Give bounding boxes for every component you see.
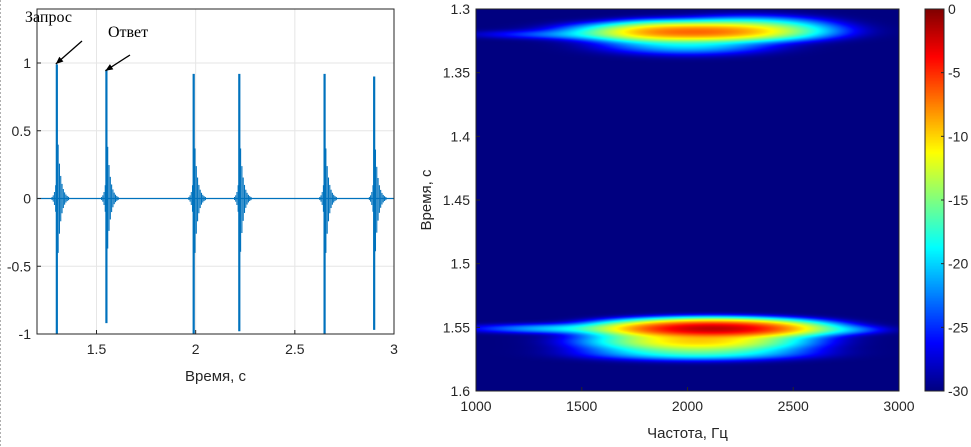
colorbar-tick-label: -10 xyxy=(948,128,968,144)
spectrogram-y-tick-label: 1.55 xyxy=(443,319,470,335)
spectrogram-y-ticks: 1.3 1.35 1.4 1.45 1.5 1.55 1.6 xyxy=(443,1,480,399)
waveform-x-axis-label: Время, с xyxy=(185,368,246,385)
waveform-annotations: Запрос Ответ xyxy=(25,9,148,72)
annotation-arrow-head xyxy=(55,56,64,64)
spectrogram-x-tick-label: 2500 xyxy=(778,398,809,414)
spectrogram-y-axis-label: Время, с xyxy=(418,169,435,230)
spectrogram-x-tick-label: 2000 xyxy=(672,398,703,414)
waveform-y-tick-label: 0 xyxy=(23,191,31,207)
waveform-x-tick-label: 3 xyxy=(390,341,398,357)
colorbar-tick-label: -20 xyxy=(948,256,968,272)
spectrogram-plot: 1000 1500 2000 2500 3000 1.31.351.41.451.51.… xyxy=(418,1,915,442)
waveform-x-tick-label: 1.5 xyxy=(87,341,107,357)
annotation-label: Ответ xyxy=(108,24,148,41)
waveform-pulse xyxy=(319,73,337,334)
annotation-label: Запрос xyxy=(25,9,72,26)
waveform-y-tick-label: -1 xyxy=(19,326,32,342)
spectrogram-x-tick-label: 1500 xyxy=(566,398,597,414)
colorbar-tick-label: -5 xyxy=(948,65,961,81)
colorbar-tick-label: -25 xyxy=(948,319,968,335)
spectrogram-y-tick-label: 1.6 xyxy=(451,383,471,399)
waveform-y-tick-label: 0.5 xyxy=(12,123,32,139)
spectrogram-y-tick-label: 1.3 xyxy=(451,1,471,17)
waveform-x-ticks: 1.5 2 2.5 3 xyxy=(87,330,398,357)
colorbar-tick-label: -30 xyxy=(948,383,968,399)
waveform-series xyxy=(51,64,387,334)
spectrogram-x-ticks: 1000 1500 2000 2500 3000 xyxy=(460,387,915,414)
colorbar-gradient xyxy=(925,9,944,391)
spectrogram-image xyxy=(476,9,899,391)
spectrogram-y-tick-label: 1.35 xyxy=(443,65,470,81)
waveform-plot: 1.5 2 2.5 3 1 0.5 0 -0.5 -1 Время, с Запрос Отве… xyxy=(7,8,398,385)
waveform-x-tick-label: 2 xyxy=(192,341,200,357)
waveform-y-tick-label: -0.5 xyxy=(7,258,31,274)
colorbar-tick-label: -15 xyxy=(948,192,968,208)
waveform-y-tick-label: 1 xyxy=(23,55,31,71)
spectrogram-y-tick-label: 1.45 xyxy=(443,192,470,208)
colorbar: 0 -5 -10 -15 -20 -25 -30 xyxy=(924,1,968,399)
spectrogram-y-tick-label: 1.5 xyxy=(451,256,471,272)
annotation-arrow-head xyxy=(105,64,114,71)
spectrogram-x-axis-label: Частота, Гц xyxy=(647,425,728,442)
spectrogram-x-tick-label: 1000 xyxy=(460,398,491,414)
waveform-x-tick-label: 2.5 xyxy=(285,341,305,357)
waveform-plot-area xyxy=(37,9,394,334)
spectrogram-y-tick-label: 1.4 xyxy=(451,128,471,144)
spectrogram-x-tick-label: 3000 xyxy=(883,398,914,414)
colorbar-ticks: 0 -5 -10 -15 -20 -25 -30 xyxy=(941,1,968,399)
waveform-y-ticks: 1 0.5 0 -0.5 -1 xyxy=(7,55,41,342)
colorbar-tick-label: 0 xyxy=(948,1,956,17)
waveform-axes-frame xyxy=(36,8,395,335)
waveform-pulse xyxy=(368,76,387,330)
